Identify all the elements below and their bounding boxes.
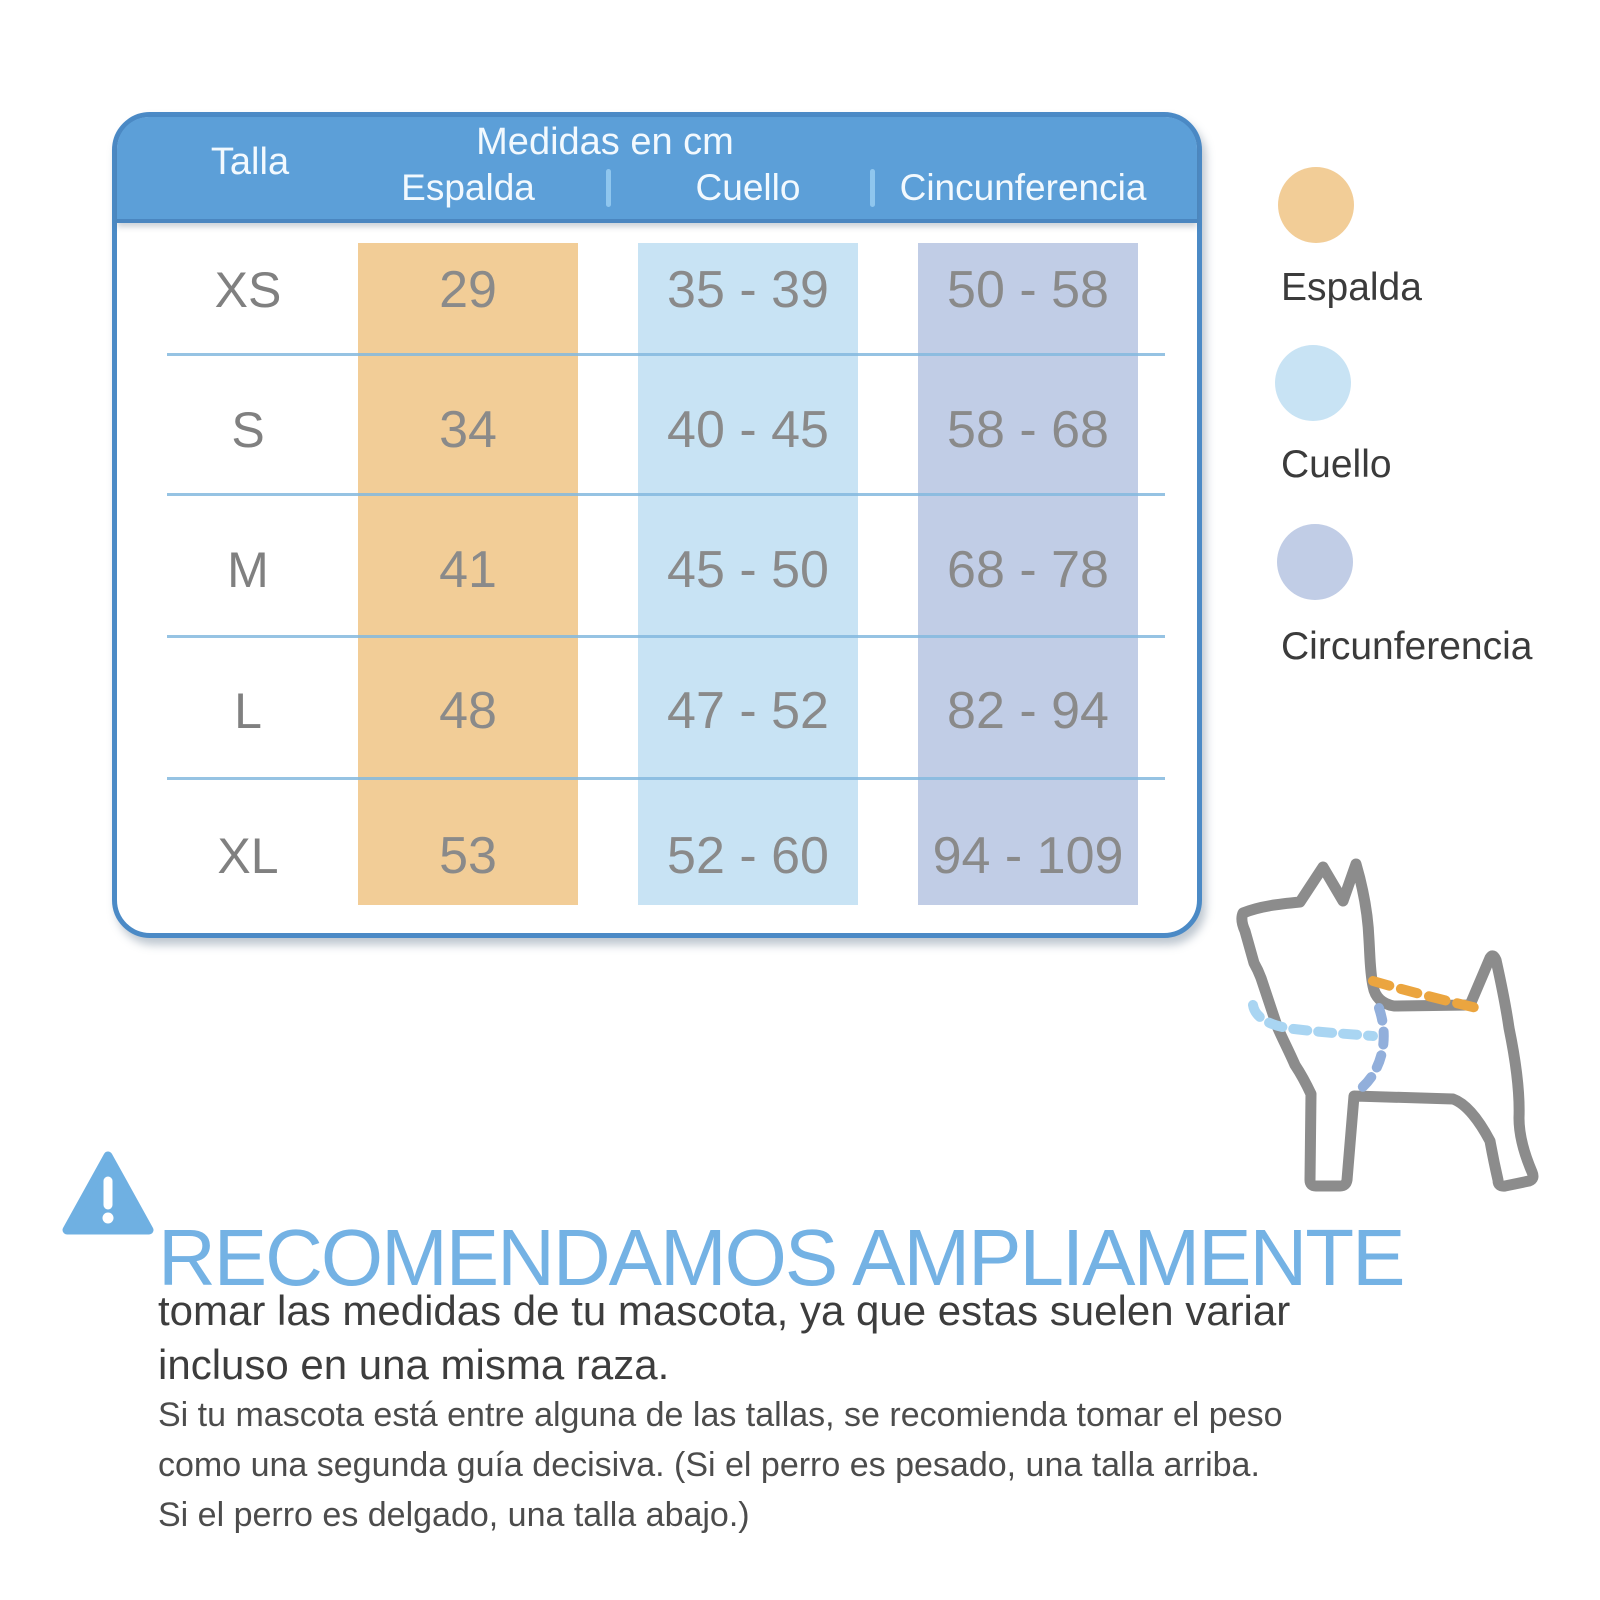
size-label-s: S [231,402,265,458]
header-divider [870,169,875,207]
row-divider [167,493,1165,496]
cuello-value-xl: 52 - 60 [667,827,829,885]
column-header-espalda: Espalda [401,167,535,208]
size-label-m: M [227,542,269,598]
circunferencia-value-s: 58 - 68 [947,401,1109,459]
sizing-tip-line: Si tu mascota está entre alguna de las t… [158,1396,1283,1434]
size-label-l: L [234,683,262,739]
warning-icon [62,1151,154,1235]
espalda-value-m: 41 [439,541,497,599]
espalda-legend-label: Espalda [1281,266,1422,309]
recommendation-text-line: tomar las medidas de tu mascota, ya que … [158,1287,1291,1334]
circunferencia-measure-line [1354,1003,1389,1095]
sizing-tip-line: como una segunda guía decisiva. (Si el p… [158,1446,1260,1484]
circunferencia-value-l: 82 - 94 [947,682,1109,740]
column-header-talla: Talla [210,141,290,183]
row-divider [167,635,1165,638]
recommendation-text: tomar las medidas de tu mascota, ya que … [158,1284,1290,1392]
espalda-value-l: 48 [439,682,497,740]
circunferencia-legend-label: Circunferencia [1281,625,1533,668]
cuello-value-l: 47 - 52 [667,682,829,740]
column-header-cuello: Cuello [695,167,801,208]
cuello-legend-swatch [1275,345,1351,421]
espalda-value-xl: 53 [439,827,497,885]
dog-illustration [1236,858,1539,1192]
espalda-measure-line [1368,976,1486,1014]
row-divider [167,353,1165,356]
cuello-legend-label: Cuello [1281,443,1392,486]
cuello-measure-line [1248,1000,1378,1041]
row-divider [167,777,1165,780]
recommendation-title: RECOMENDAMOS AMPLIAMENTE [158,1213,1406,1302]
column-header-circunferencia: Cincunferencia [899,167,1147,208]
recommendation-text-line: incluso en una misma raza. [158,1341,670,1388]
table-header: Talla Medidas en cm Espalda Cuello Cincu… [117,117,1197,223]
sizing-tip-text: Si tu mascota está entre alguna de las t… [158,1390,1283,1540]
sizing-tip-line: Si el perro es delgado, una talla abajo.… [158,1496,750,1534]
size-label-xs: XS [214,262,282,318]
espalda-legend-swatch [1278,167,1354,243]
cuello-value-xs: 35 - 39 [667,261,829,319]
size-table-card: Talla Medidas en cm Espalda Cuello Cincu… [112,112,1202,938]
espalda-value-xs: 29 [439,261,497,319]
header-divider [606,169,611,207]
circunferencia-legend-swatch [1277,524,1353,600]
cuello-value-m: 45 - 50 [667,541,829,599]
circunferencia-value-xs: 50 - 58 [947,261,1109,319]
circunferencia-value-m: 68 - 78 [947,541,1109,599]
table-title-medidas: Medidas en cm [476,121,734,163]
circunferencia-value-xl: 94 - 109 [932,827,1124,885]
size-label-xl: XL [217,828,279,884]
cuello-value-s: 40 - 45 [667,401,829,459]
espalda-value-s: 34 [439,401,497,459]
